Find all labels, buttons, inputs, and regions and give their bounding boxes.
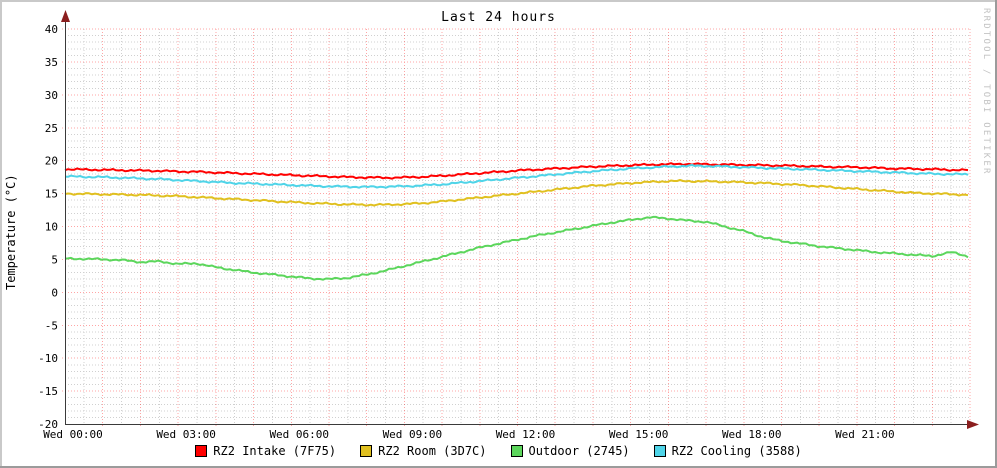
y-tick-label: 25 (45, 122, 58, 135)
y-tick-label: 30 (45, 89, 58, 102)
series-line-rz2-room-3d7c (64, 179, 969, 207)
y-tick-label: -5 (45, 319, 58, 332)
legend-item-rz2-intake-7f75: RZ2 Intake (7F75) (195, 444, 336, 458)
chart-legend: RZ2 Intake (7F75) RZ2 Room (3D7C) Outdoor … (0, 444, 997, 458)
legend-item-rz2-room-3d7c: RZ2 Room (3D7C) (360, 444, 487, 458)
y-tick-label: 20 (45, 155, 58, 168)
series-line-outdoor-2745 (64, 215, 969, 281)
axes (65, 13, 976, 425)
y-tick-label: 0 (51, 286, 58, 299)
x-tick-label: Wed 21:00 (835, 428, 895, 441)
watermark: RRDTOOL / TOBI OETIKER (981, 8, 991, 176)
chart-title: Last 24 hours (441, 10, 556, 25)
legend-swatch-icon (360, 445, 373, 457)
y-tick-label: -15 (38, 385, 58, 398)
x-tick-label: Wed 18:00 (722, 428, 782, 441)
x-tick-label: Wed 03:00 (156, 428, 216, 441)
legend-item-rz2-cooling-3588: RZ2 Cooling (3588) (653, 444, 802, 458)
x-tick-label: Wed 12:00 (496, 428, 556, 441)
x-tick-label: Wed 09:00 (383, 428, 443, 441)
series-line-rz2-cooling-3588 (64, 164, 969, 189)
y-tick-labels: 40 35 30 25 20 15 10 5 0 -5 -10 -15 -20 (38, 23, 58, 431)
legend-label: RZ2 Room (3D7C) (378, 444, 487, 458)
y-tick-label: 5 (51, 253, 58, 266)
y-axis-arrow-icon (61, 10, 70, 22)
x-tick-label: Wed 06:00 (269, 428, 329, 441)
y-tick-label: 15 (45, 188, 58, 201)
x-tick-label: Wed 15:00 (609, 428, 669, 441)
x-axis-arrow-icon (967, 420, 979, 429)
x-tick-labels: Wed 00:00 Wed 03:00 Wed 06:00 Wed 09:00 Wed … (43, 428, 894, 441)
minor-grid (65, 29, 970, 424)
y-tick-label: 10 (45, 221, 58, 234)
legend-label: Outdoor (2745) (528, 444, 630, 458)
legend-swatch-icon (510, 445, 523, 457)
legend-item-outdoor-2745: Outdoor (2745) (510, 444, 630, 458)
y-tick-label: -20 (38, 418, 58, 431)
legend-label: RZ2 Cooling (3588) (671, 444, 802, 458)
series-line-rz2-intake-7f75 (64, 162, 969, 180)
x-tick-label: Wed 00:00 (43, 428, 103, 441)
y-tick-label: 35 (45, 56, 58, 69)
y-tick-label: -10 (38, 352, 58, 365)
major-grid (62, 28, 971, 427)
legend-label: RZ2 Intake (7F75) (213, 444, 337, 458)
y-axis-title: Temperature (°C) (4, 174, 18, 290)
legend-swatch-icon (653, 445, 666, 457)
legend-swatch-icon (195, 445, 208, 457)
y-tick-label: 40 (45, 23, 58, 36)
